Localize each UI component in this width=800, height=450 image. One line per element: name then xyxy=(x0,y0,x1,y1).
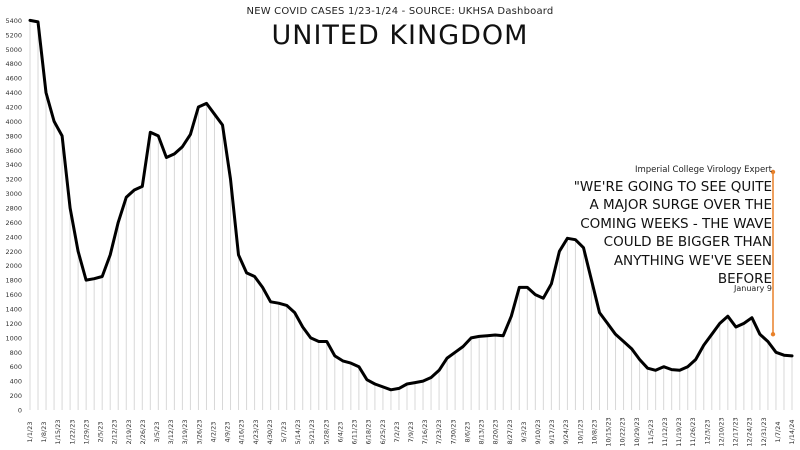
y-tick-label: 600 xyxy=(10,363,22,371)
x-tick-label: 3/12/23 xyxy=(167,419,175,444)
x-tick-label: 1/8/23 xyxy=(40,422,48,443)
x-tick-label: 6/25/23 xyxy=(379,419,387,444)
y-tick-label: 4600 xyxy=(5,75,22,83)
y-tick-label: 2800 xyxy=(5,205,22,213)
x-tick-label: 10/22/23 xyxy=(619,417,627,446)
x-tick-label: 6/4/23 xyxy=(336,422,344,443)
y-tick-label: 1400 xyxy=(5,306,22,314)
series-line xyxy=(28,18,794,392)
annotation-marker-top-dot xyxy=(770,169,776,175)
x-tick-label: 1/22/23 xyxy=(68,419,76,444)
x-tick-label: 8/13/23 xyxy=(478,419,486,444)
x-tick-label: 9/10/23 xyxy=(534,419,542,444)
annotation-quote-line: BEFORE xyxy=(717,271,772,288)
y-tick-label: 3400 xyxy=(5,161,22,169)
x-tick-label: 10/1/23 xyxy=(576,419,584,444)
x-tick-label: 1/14/24 xyxy=(788,419,796,444)
x-tick-label: 11/19/23 xyxy=(675,417,683,446)
y-tick-label: 5200 xyxy=(5,31,22,39)
y-tick-label: 1200 xyxy=(5,320,22,328)
x-tick-label: 11/26/23 xyxy=(689,417,697,446)
x-tick-label: 12/10/23 xyxy=(717,417,725,446)
y-tick-label: 4800 xyxy=(5,60,22,68)
annotation-marker-bottom-dot xyxy=(770,332,776,337)
x-tick-label: 1/1/23 xyxy=(26,422,34,443)
annotation-quote-line: COULD BE BIGGER THAN xyxy=(603,234,772,251)
y-tick-label: 2600 xyxy=(5,219,22,227)
x-tick-label: 12/24/23 xyxy=(746,417,754,446)
x-tick-label: 8/6/23 xyxy=(463,422,471,443)
y-tick-label: 2400 xyxy=(5,233,22,241)
x-tick-label: 4/30/23 xyxy=(266,419,274,444)
annotation-quote: "WE'RE GOING TO SEE QUITE A MAJOR SURGE … xyxy=(552,178,772,288)
chart-title: UNITED KINGDOM xyxy=(271,20,529,51)
x-tick-label: 6/11/23 xyxy=(351,419,359,444)
annotation-quote-line: "WE'RE GOING TO SEE QUITE xyxy=(573,179,772,195)
x-tick-label: 3/19/23 xyxy=(181,419,189,444)
annotation-quote-line: COMING WEEKS - THE WAVE xyxy=(580,215,772,232)
x-tick-label: 9/3/23 xyxy=(520,422,528,443)
x-tick-label: 8/20/23 xyxy=(492,419,500,444)
x-tick-label: 7/2/23 xyxy=(393,422,401,443)
y-tick-label: 1800 xyxy=(5,277,22,285)
annotation-quote-line: A MAJOR SURGE OVER THE xyxy=(589,197,772,214)
x-tick-label: 3/5/23 xyxy=(153,422,161,443)
chart-subtitle: NEW COVID CASES 1/23-1/24 - SOURCE: UKHS… xyxy=(246,6,554,17)
x-tick-label: 9/17/23 xyxy=(548,419,556,444)
x-tick-label: 5/14/23 xyxy=(294,419,302,444)
y-tick-label: 3200 xyxy=(5,176,22,184)
x-tick-label: 10/29/23 xyxy=(633,417,641,446)
x-tick-label: 1/7/24 xyxy=(774,422,782,443)
x-tick-label: 2/19/23 xyxy=(125,419,133,444)
x-tick-label: 1/29/23 xyxy=(82,419,90,444)
y-tick-label: 3600 xyxy=(5,147,22,155)
y-tick-label: 4200 xyxy=(5,104,22,112)
y-tick-label: 5400 xyxy=(5,17,22,25)
x-tick-label: 12/17/23 xyxy=(732,417,740,446)
x-tick-label: 4/9/23 xyxy=(224,422,232,443)
annotation-date: January 9 xyxy=(734,284,772,293)
x-tick-label: 11/5/23 xyxy=(647,419,655,444)
x-tick-label: 3/26/23 xyxy=(195,419,203,444)
y-tick-label: 3800 xyxy=(5,132,22,140)
x-tick-label: 2/26/23 xyxy=(139,419,147,444)
annotation-source: Imperial College Virology Expert xyxy=(635,165,772,175)
x-tick-label: 7/9/23 xyxy=(407,422,415,443)
x-tick-label: 9/24/23 xyxy=(562,419,570,444)
y-tick-label: 1600 xyxy=(5,291,22,299)
y-tick-label: 800 xyxy=(10,349,22,357)
x-tick-label: 4/2/23 xyxy=(209,422,217,443)
y-tick-label: 1000 xyxy=(5,334,22,342)
x-tick-label: 7/16/23 xyxy=(421,419,429,444)
x-tick-label: 5/7/23 xyxy=(280,422,288,443)
x-tick-label: 12/31/23 xyxy=(760,417,768,446)
x-tick-label: 12/3/23 xyxy=(703,419,711,444)
x-tick-label: 5/28/23 xyxy=(322,419,330,444)
y-tick-label: 0 xyxy=(18,407,22,415)
annotation-quote-line: ANYTHING WE'VE SEEN xyxy=(613,252,772,269)
x-tick-label: 4/23/23 xyxy=(252,419,260,444)
x-tick-label: 4/16/23 xyxy=(238,419,246,444)
x-tick-label: 10/15/23 xyxy=(605,417,613,446)
y-tick-label: 400 xyxy=(10,378,22,386)
y-tick-label: 200 xyxy=(10,392,22,400)
x-tick-label: 1/15/23 xyxy=(54,419,62,444)
y-tick-label: 5000 xyxy=(5,46,22,54)
x-tick-label: 11/12/23 xyxy=(661,417,669,446)
y-tick-label: 2000 xyxy=(5,262,22,270)
x-tick-label: 2/12/23 xyxy=(111,419,119,444)
y-tick-label: 4000 xyxy=(5,118,22,126)
x-tick-label: 7/30/23 xyxy=(449,419,457,444)
x-tick-label: 6/18/23 xyxy=(365,419,373,444)
y-tick-label: 2200 xyxy=(5,248,22,256)
x-tick-label: 2/5/23 xyxy=(97,422,105,443)
x-tick-label: 10/8/23 xyxy=(590,419,598,444)
x-tick-label: 8/27/23 xyxy=(506,419,514,444)
x-tick-label: 7/23/23 xyxy=(435,419,443,444)
y-tick-label: 3000 xyxy=(5,190,22,198)
y-tick-label: 4400 xyxy=(5,89,22,97)
x-tick-label: 5/21/23 xyxy=(308,419,316,444)
